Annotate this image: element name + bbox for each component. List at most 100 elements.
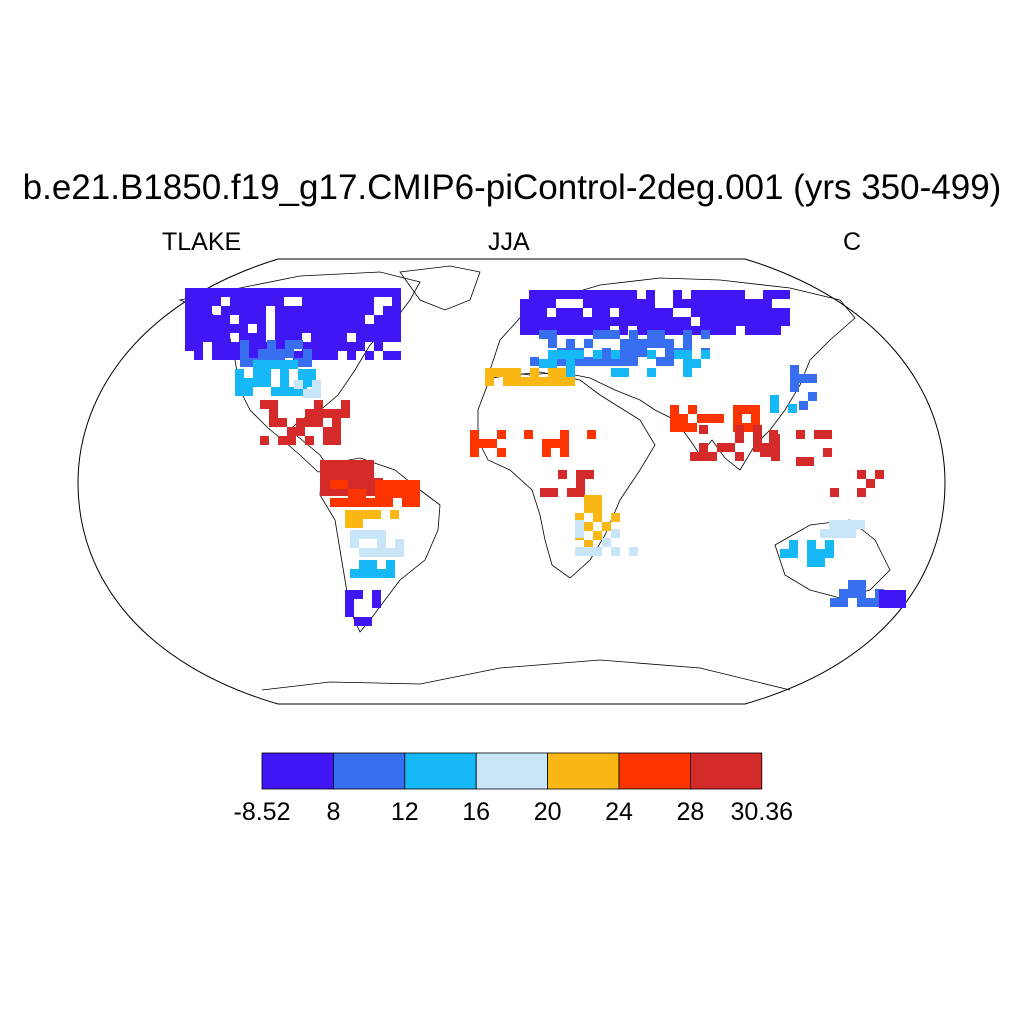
grid-cell (212, 297, 221, 306)
grid-cell (796, 430, 805, 439)
grid-cell (805, 457, 814, 466)
grid-cell (311, 306, 320, 315)
grid-cell (575, 529, 584, 538)
grid-cell (248, 342, 257, 351)
grid-cell (395, 539, 404, 548)
grid-cell (699, 443, 708, 452)
grid-cell (699, 425, 708, 434)
grid-cell (359, 530, 368, 539)
grid-cell (574, 326, 583, 335)
colorbar-tick-label: 12 (390, 798, 419, 826)
colorbar-tick-label: 30.36 (730, 798, 794, 826)
grid-cell (212, 288, 221, 297)
grid-cell (530, 368, 539, 377)
grid-cell (339, 480, 348, 489)
grid-cell (602, 522, 611, 531)
grid-cell (655, 308, 664, 317)
grid-cell (735, 452, 744, 461)
grid-cell (701, 330, 710, 339)
grid-cell (566, 359, 575, 368)
grid-cell (823, 448, 832, 457)
grid-cell (897, 590, 906, 599)
grid-cell (670, 414, 679, 423)
grid-cell (565, 317, 574, 326)
grid-cell (718, 326, 727, 335)
grid-cell (303, 349, 312, 358)
grid-cell (601, 317, 610, 326)
grid-cell (679, 423, 688, 432)
grid-cell (619, 290, 628, 299)
grid-cell (673, 299, 682, 308)
grid-cell (359, 569, 368, 578)
grid-cell (593, 531, 602, 540)
grid-cell (593, 513, 602, 522)
grid-cell (338, 297, 347, 306)
grid-cell (354, 617, 363, 626)
grid-cell (548, 330, 557, 339)
grid-cell (235, 369, 244, 378)
grid-cell (363, 617, 372, 626)
grid-cell (338, 288, 347, 297)
grid-cell (753, 434, 762, 443)
grid-cell (567, 488, 576, 497)
grid-cell (248, 297, 257, 306)
grid-cell (524, 430, 533, 439)
grid-cell (557, 350, 566, 359)
season-label: JJA (488, 228, 530, 256)
grid-cell (275, 288, 284, 297)
grid-cell (548, 377, 557, 386)
grid-cell (260, 436, 269, 445)
grid-cell (338, 324, 347, 333)
grid-cell (602, 357, 611, 366)
colorbar-tick-label: 20 (533, 798, 562, 826)
grid-cell (829, 529, 838, 538)
grid-cell (628, 290, 637, 299)
grid-cell (311, 324, 320, 333)
grid-cell (383, 306, 392, 315)
grid-cell (365, 478, 374, 487)
grid-cell (248, 315, 257, 324)
grid-cell (302, 306, 311, 315)
grid-cell (303, 358, 312, 367)
grid-cell (664, 317, 673, 326)
grid-cell (203, 315, 212, 324)
grid-cell (395, 548, 404, 557)
grid-cell (384, 489, 393, 498)
grid-cell (302, 324, 311, 333)
grid-cell (690, 452, 699, 461)
grid-cell (320, 351, 329, 360)
grid-cell (221, 315, 230, 324)
grid-cell (548, 339, 557, 348)
variable-label: TLAKE (162, 228, 242, 256)
grid-cell (772, 326, 781, 335)
grid-cell (830, 598, 839, 607)
grid-cell (610, 290, 619, 299)
grid-cell (592, 299, 601, 308)
grid-cell (347, 469, 356, 478)
grid-cell (356, 315, 365, 324)
grid-cell (293, 315, 302, 324)
grid-cell (601, 308, 610, 317)
grid-cell (244, 378, 253, 387)
grid-cell (293, 351, 302, 360)
grid-cell (781, 317, 790, 326)
grid-cell (311, 351, 320, 360)
grid-cell (485, 377, 494, 386)
grid-cell (365, 351, 374, 360)
grid-cell (257, 315, 266, 324)
grid-cell (374, 342, 383, 351)
grid-cell (584, 339, 593, 348)
grid-cell (194, 333, 203, 342)
grid-cell (665, 357, 674, 366)
grid-cell (296, 418, 305, 427)
grid-cell (769, 439, 778, 448)
grid-cell (575, 520, 584, 529)
grid-cell (332, 418, 341, 427)
grid-cell (275, 306, 284, 315)
grid-cell (866, 479, 875, 488)
grid-cell (611, 368, 620, 377)
grid-cell (745, 308, 754, 317)
grid-cell (547, 317, 556, 326)
grid-cell (825, 540, 834, 549)
grid-cell (347, 306, 356, 315)
